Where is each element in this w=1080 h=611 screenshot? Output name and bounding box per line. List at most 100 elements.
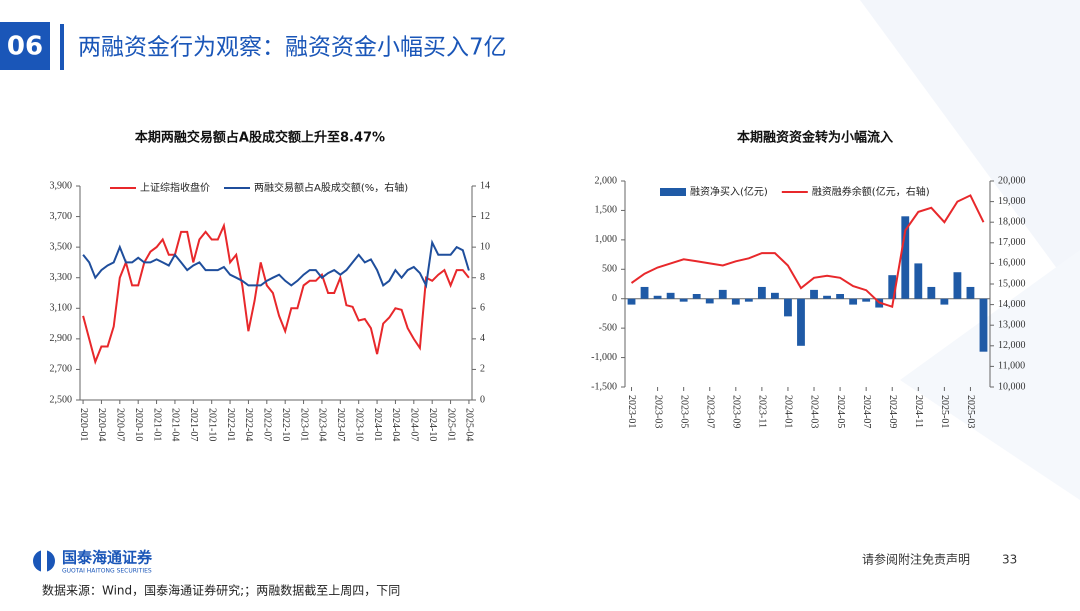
bar xyxy=(640,286,649,299)
x-tick-label: 2025-04 xyxy=(464,408,475,441)
bar xyxy=(849,298,858,305)
bar xyxy=(888,275,897,299)
y2-tick-label: 12 xyxy=(480,211,490,222)
bar xyxy=(653,295,662,299)
x-tick-label: 2025-01 xyxy=(939,395,950,428)
y-tick-label: 500 xyxy=(602,264,617,275)
y-tick-label: 2,900 xyxy=(50,333,73,344)
x-tick-label: 2023-01 xyxy=(298,408,309,441)
y2-tick-label: 0 xyxy=(480,394,485,405)
x-tick-label: 2022-04 xyxy=(243,408,254,441)
bar xyxy=(731,298,740,305)
y-tick-label: -1,500 xyxy=(591,381,617,392)
bar xyxy=(901,216,910,299)
x-tick-label: 2024-01 xyxy=(372,408,383,441)
y-tick-label: 3,500 xyxy=(50,241,73,252)
section-badge xyxy=(0,22,50,70)
bar xyxy=(705,298,714,304)
background-decor xyxy=(860,0,1080,300)
x-tick-label: 2023-09 xyxy=(731,395,742,428)
y-tick-label: 3,300 xyxy=(50,272,73,283)
y2-tick-label: 20,000 xyxy=(998,175,1026,186)
disclaimer: 请参阅附注免责声明 xyxy=(862,552,970,567)
y-tick-label: 3,900 xyxy=(50,180,73,191)
line-series xyxy=(630,194,985,309)
x-tick-label: 2021-07 xyxy=(188,408,199,441)
x-tick-label: 2024-07 xyxy=(861,395,872,428)
chart-title: 本期融资资金转为小幅流入 xyxy=(737,130,893,146)
x-tick-label: 2020-04 xyxy=(96,408,107,441)
y-tick-label: 1,500 xyxy=(595,205,618,216)
bar xyxy=(927,286,936,299)
section-number: 06 xyxy=(7,32,43,62)
x-tick-label: 2024-07 xyxy=(409,408,420,441)
bar xyxy=(914,263,923,299)
x-tick-label: 2024-10 xyxy=(427,408,438,441)
y2-tick-label: 6 xyxy=(480,303,485,314)
line-series xyxy=(82,239,470,289)
y2-tick-label: 17,000 xyxy=(998,237,1026,248)
x-tick-label: 2023-10 xyxy=(353,408,364,441)
bar xyxy=(953,272,962,299)
x-tick-label: 2025-01 xyxy=(445,408,456,441)
y-tick-label: 2,700 xyxy=(50,364,73,375)
y2-tick-label: 13,000 xyxy=(998,319,1026,330)
bar xyxy=(666,292,675,299)
x-tick-label: 2020-07 xyxy=(115,408,126,441)
bar xyxy=(679,298,688,302)
y2-tick-label: 19,000 xyxy=(998,196,1026,207)
legend-label: 融资融券余额(亿元，右轴) xyxy=(812,185,930,198)
bar xyxy=(823,295,831,299)
x-tick-label: 2023-03 xyxy=(652,395,663,428)
x-tick-label: 2024-03 xyxy=(809,395,820,428)
y-tick-label: -500 xyxy=(599,322,617,333)
y-tick-label: 3,700 xyxy=(50,211,73,222)
x-tick-label: 2025-03 xyxy=(965,395,976,428)
logo-icon xyxy=(41,550,47,572)
y-tick-label: 2,000 xyxy=(595,175,618,186)
bar xyxy=(966,286,975,299)
y2-tick-label: 10,000 xyxy=(998,381,1026,392)
y2-tick-label: 2 xyxy=(480,364,485,375)
x-tick-label: 2024-11 xyxy=(913,395,924,428)
bar xyxy=(940,298,949,305)
x-tick-label: 2023-07 xyxy=(335,408,346,441)
x-tick-label: 2023-07 xyxy=(704,395,715,428)
x-tick-label: 2022-01 xyxy=(225,408,236,441)
legend-label: 两融交易额占A股成交额(%，右轴) xyxy=(254,181,408,194)
bar xyxy=(979,298,988,352)
y2-tick-label: 12,000 xyxy=(998,340,1026,351)
page-number: 33 xyxy=(1002,553,1017,567)
legend-swatch xyxy=(660,188,686,196)
x-tick-label: 2024-01 xyxy=(783,395,794,428)
line-series xyxy=(82,222,470,365)
x-tick-label: 2021-01 xyxy=(151,408,162,441)
x-tick-label: 2023-01 xyxy=(626,395,637,428)
source-note: 数据来源：Wind，国泰海通证券研究;；两融数据截至上周四，下同 xyxy=(42,583,400,598)
bar xyxy=(771,292,779,299)
y2-tick-label: 10 xyxy=(480,241,490,252)
y2-tick-label: 15,000 xyxy=(998,278,1026,289)
y2-tick-label: 14,000 xyxy=(998,299,1026,310)
bar xyxy=(836,294,844,299)
x-tick-label: 2023-05 xyxy=(678,395,689,428)
y-tick-label: 1,000 xyxy=(595,234,618,245)
x-tick-label: 2020-10 xyxy=(133,408,144,441)
bar xyxy=(692,294,701,299)
logo-text-en: GUOTAI HAITONG SECURITIES xyxy=(62,568,152,575)
legend-label: 上证综指收盘价 xyxy=(140,181,210,194)
y-tick-label: 3,100 xyxy=(50,303,73,314)
bar xyxy=(718,289,727,299)
chart-title: 本期两融交易额占A股成交额上升至8.47% xyxy=(135,130,385,146)
logo-text: 国泰海通证券 xyxy=(62,549,153,567)
x-tick-label: 2023-04 xyxy=(317,408,328,441)
bar xyxy=(627,298,636,305)
x-tick-label: 2021-04 xyxy=(170,408,181,441)
bar xyxy=(744,298,753,302)
slide-title: 两融资金行为观察：融资资金小幅买入7亿 xyxy=(78,35,507,61)
x-tick-label: 2024-09 xyxy=(887,395,898,428)
x-tick-label: 2021-10 xyxy=(206,408,217,441)
x-tick-label: 2024-05 xyxy=(835,395,846,428)
x-tick-label: 2022-07 xyxy=(262,408,273,441)
